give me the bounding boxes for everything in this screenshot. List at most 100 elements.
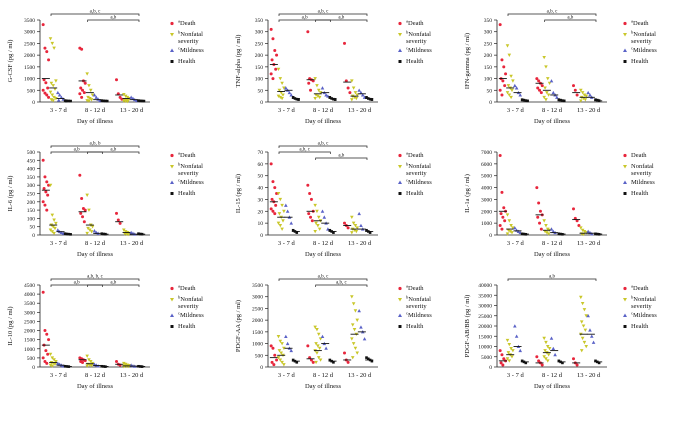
data-point-nonfatal (546, 93, 551, 97)
data-point-mildness (92, 93, 97, 97)
data-point-nonfatal (50, 364, 55, 368)
y-tick-label: 100 (27, 216, 36, 222)
data-point-death (499, 361, 503, 365)
legend-marker-death (623, 153, 627, 158)
data-point-nonfatal (505, 357, 510, 361)
y-tick-label: 1000 (24, 347, 35, 353)
data-point-nonfatal (316, 344, 320, 348)
data-point-nonfatal (506, 84, 511, 88)
data-point-mildness (551, 229, 556, 233)
data-point-death (41, 88, 45, 92)
legend-label: cMildness (406, 46, 432, 55)
data-point-mildness (324, 93, 328, 97)
legend-label: Health (406, 190, 424, 197)
data-point-death (309, 197, 313, 201)
chart-panel-9: 0 5000 10000 15000 20000 25000 30000 35000 40000… (464, 275, 657, 391)
data-point-death (577, 224, 581, 228)
data-point-nonfatal (544, 224, 548, 228)
data-point-nonfatal (282, 346, 286, 351)
data-point-mildness (589, 334, 594, 338)
data-point-nonfatal (50, 213, 55, 217)
data-point-death (502, 206, 506, 210)
data-point-health (291, 228, 295, 232)
data-point-nonfatal (581, 324, 586, 328)
data-point-death (116, 218, 120, 222)
data-point-nonfatal (48, 228, 53, 232)
data-point-health (520, 359, 524, 363)
data-point-nonfatal (505, 91, 510, 95)
data-point-nonfatal (276, 335, 281, 339)
data-point-death (498, 154, 502, 158)
data-point-health (295, 97, 299, 101)
data-point-death (79, 211, 83, 215)
data-point-mildness (549, 227, 554, 231)
chart-panel-6: 0 1000 2000 3000 4000 5000 6000 7000 IL-1a (pg /… (464, 150, 655, 258)
data-point-nonfatal (318, 358, 323, 362)
data-point-death (501, 215, 505, 219)
x-category-label: 3 - 7 d (278, 107, 296, 114)
significance-label: a,b (302, 16, 308, 21)
data-point-death (273, 353, 277, 357)
legend-label: Health (631, 58, 649, 65)
y-tick-label: 500 (27, 356, 36, 362)
data-point-mildness (513, 83, 517, 88)
data-point-nonfatal (54, 221, 58, 226)
data-point-nonfatal (278, 197, 283, 202)
y-tick-label: 1500 (24, 338, 35, 344)
y-tick-label: 2500 (252, 306, 263, 312)
y-tick-label: 0 (32, 233, 35, 239)
y-tick-label: 0 (32, 365, 35, 371)
data-point-death (539, 91, 543, 95)
data-point-health (367, 357, 370, 361)
data-point-nonfatal (280, 342, 284, 346)
x-category-label: 3 - 7 d (507, 107, 525, 114)
data-point-nonfatal (505, 232, 510, 236)
data-point-death (307, 81, 311, 85)
data-point-nonfatal (282, 86, 286, 90)
data-point-nonfatal (52, 358, 56, 362)
legend-label: cMildness (631, 311, 657, 320)
data-point-nonfatal (279, 351, 283, 355)
y-tick-label: 3000 (24, 30, 35, 36)
x-category-label: 13 - 20 d (577, 107, 601, 114)
data-point-nonfatal (545, 231, 549, 235)
significance-bracket (315, 157, 368, 160)
data-point-nonfatal (122, 93, 126, 97)
y-tick-label: 100 (255, 77, 264, 83)
data-point-death (271, 346, 275, 350)
data-point-nonfatal (547, 81, 552, 86)
y-tick-label: 5000 (481, 355, 492, 361)
legend-label: Health (631, 323, 649, 330)
data-point-death (343, 41, 346, 45)
data-point-nonfatal (545, 345, 550, 349)
data-point-nonfatal (580, 91, 585, 95)
data-point-nonfatal (580, 228, 585, 233)
data-point-death (572, 357, 575, 361)
data-point-death (500, 58, 504, 62)
data-point-death (44, 349, 48, 353)
x-category-label: 8 - 12 d (313, 372, 334, 379)
significance-bracket (278, 151, 331, 154)
y-tick-label: 20000 (478, 324, 492, 330)
data-point-death (536, 86, 540, 90)
significance-bracket (50, 145, 140, 148)
data-point-death (269, 162, 273, 166)
data-point-death (80, 196, 84, 200)
x-category-label: 8 - 12 d (542, 240, 563, 247)
significance-label: a,b (74, 281, 80, 286)
data-point-death (501, 79, 505, 83)
legend-label: bNonfatal severity (631, 30, 656, 46)
y-tick-label: 200 (255, 53, 264, 59)
data-point-nonfatal (582, 93, 587, 97)
data-point-nonfatal (282, 209, 286, 214)
data-point-nonfatal (279, 91, 283, 95)
significance-bracket (87, 19, 140, 22)
data-point-nonfatal (48, 90, 53, 94)
data-point-nonfatal (280, 227, 284, 231)
data-point-nonfatal (317, 227, 322, 231)
data-point-mildness (518, 93, 523, 97)
data-point-nonfatal (579, 88, 583, 93)
x-category-label: 13 - 20 d (577, 240, 601, 247)
data-point-nonfatal (281, 219, 285, 223)
